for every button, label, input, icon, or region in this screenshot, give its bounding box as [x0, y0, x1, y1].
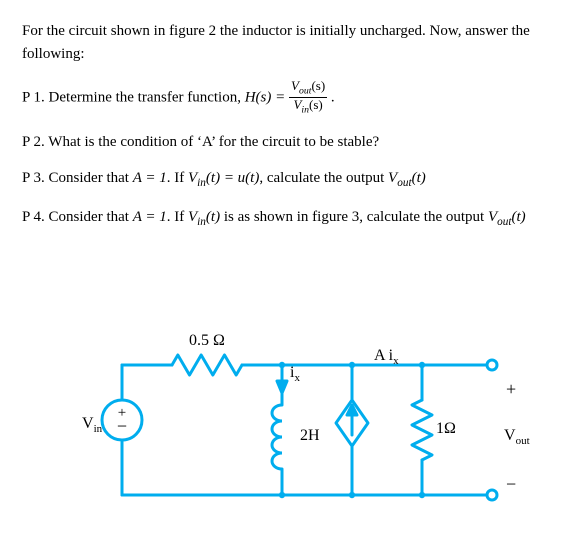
p1-label: P 1. — [22, 89, 45, 105]
problem-1: P 1. Determine the transfer function, H(… — [22, 79, 566, 117]
p2-label: P 2. — [22, 134, 45, 150]
intro-text: For the circuit shown in figure 2 the in… — [22, 20, 566, 65]
problem-3: P 3. Consider that A = 1. If Vin(t) = u(… — [22, 167, 566, 192]
p3-label: P 3. — [22, 170, 45, 186]
svg-text:0.5 Ω: 0.5 Ω — [189, 332, 225, 349]
circuit-diagram: +−Vinix2HA ix1Ω+Vout−0.5 Ω — [72, 305, 532, 525]
p1-hs: H(s) = — [245, 89, 289, 105]
p1-text: Determine the transfer function, — [49, 89, 245, 105]
svg-text:−: − — [506, 474, 516, 494]
problem-4: P 4. Consider that A = 1. If Vin(t) is a… — [22, 206, 566, 231]
svg-text:+: + — [506, 379, 516, 399]
p1-fraction: Vout(s) Vin(s) — [289, 79, 327, 117]
svg-text:−: − — [117, 416, 127, 436]
problem-2: P 2. What is the condition of ‘A’ for th… — [22, 131, 566, 154]
svg-text:ix: ix — [290, 364, 300, 384]
p3-text-a: Consider that — [49, 170, 133, 186]
p4-label: P 4. — [22, 209, 45, 225]
svg-text:Vin: Vin — [82, 415, 103, 435]
p2-text: What is the condition of ‘A’ for the cir… — [48, 134, 379, 150]
problem-text: For the circuit shown in figure 2 the in… — [22, 20, 566, 231]
svg-text:Vout: Vout — [504, 427, 530, 447]
p1-tail: . — [327, 89, 335, 105]
svg-text:1Ω: 1Ω — [436, 420, 456, 437]
svg-text:2H: 2H — [300, 427, 320, 444]
p4-text-a: Consider that — [49, 209, 133, 225]
